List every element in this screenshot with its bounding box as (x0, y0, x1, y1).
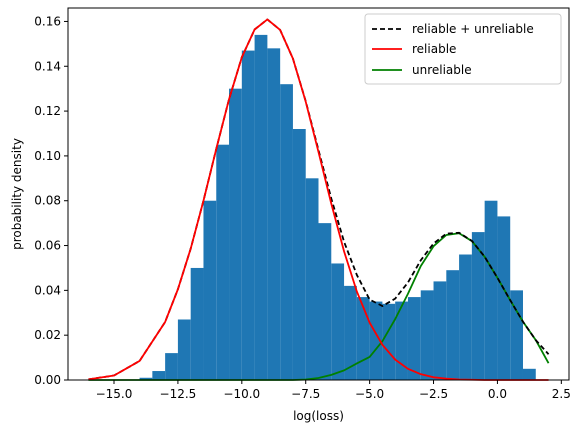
histogram-bars (139, 34, 536, 381)
histogram-bar (190, 267, 204, 380)
y-tick-label: 0.04 (34, 283, 61, 297)
histogram-bar (446, 270, 460, 380)
histogram-bar (267, 48, 281, 381)
histogram-bar (331, 263, 345, 380)
histogram-bar (241, 50, 255, 380)
histogram-bar (139, 377, 153, 380)
x-tick-label: −2.5 (419, 387, 448, 401)
histogram-bar (152, 371, 166, 380)
legend-box (364, 13, 562, 85)
legend-label-unreliable: unreliable (412, 63, 472, 77)
x-axis-ticks: −15.0 −12.5 −10.0 −7.5 −5.0 −2.5 0.0 2.5 (96, 380, 571, 401)
y-tick-label: 0.00 (34, 373, 61, 387)
x-tick-label: −7.5 (291, 387, 320, 401)
histogram-bar (203, 200, 217, 380)
histogram-bar (356, 297, 370, 380)
histogram-bar (382, 303, 396, 380)
histogram-bar (177, 319, 191, 380)
histogram-bar (280, 84, 293, 380)
histogram-bar (395, 301, 408, 380)
histogram-bar (305, 178, 319, 380)
histogram-bar (459, 254, 472, 380)
histogram-bar (484, 200, 498, 380)
y-axis-ticks: 0.00 0.02 0.04 0.06 0.08 0.10 0.12 0.14 0.16 (34, 14, 68, 387)
x-axis-label: log(loss) (293, 409, 344, 423)
plot-area (88, 18, 550, 381)
histogram-bar (229, 88, 242, 381)
y-tick-label: 0.10 (34, 149, 61, 163)
y-tick-label: 0.08 (34, 194, 61, 208)
y-axis-label: probability density (10, 138, 24, 250)
legend: reliable + unreliable reliable unreliabl… (364, 13, 562, 85)
histogram-bar (344, 285, 357, 380)
y-tick-label: 0.06 (34, 239, 61, 253)
histogram-bar (165, 353, 178, 380)
y-tick-label: 0.14 (34, 59, 61, 73)
x-tick-label: −5.0 (355, 387, 384, 401)
x-tick-label: −15.0 (96, 387, 133, 401)
axes-frame (67, 7, 570, 381)
x-tick-label: −10.0 (223, 387, 260, 401)
histogram-bar (407, 297, 421, 380)
histogram-bar (369, 301, 383, 380)
histogram-bar (420, 290, 434, 380)
histogram-bar (510, 290, 523, 380)
legend-label-reliable: reliable (412, 42, 456, 56)
x-tick-label: 0.0 (488, 387, 507, 401)
histogram-bar (216, 144, 230, 380)
histogram-bar (522, 368, 536, 380)
histogram-bar (471, 232, 485, 380)
legend-label-combined: reliable + unreliable (412, 22, 534, 36)
histogram-bar (433, 281, 447, 380)
histogram-bar (318, 223, 332, 380)
histogram-bar (254, 34, 268, 380)
histogram-bar (497, 216, 511, 380)
x-tick-label: −12.5 (160, 387, 197, 401)
y-tick-label: 0.02 (34, 328, 61, 342)
y-tick-label: 0.12 (34, 104, 61, 118)
y-tick-label: 0.16 (34, 14, 61, 28)
x-tick-label: 2.5 (552, 387, 571, 401)
histogram-bar (292, 129, 306, 380)
